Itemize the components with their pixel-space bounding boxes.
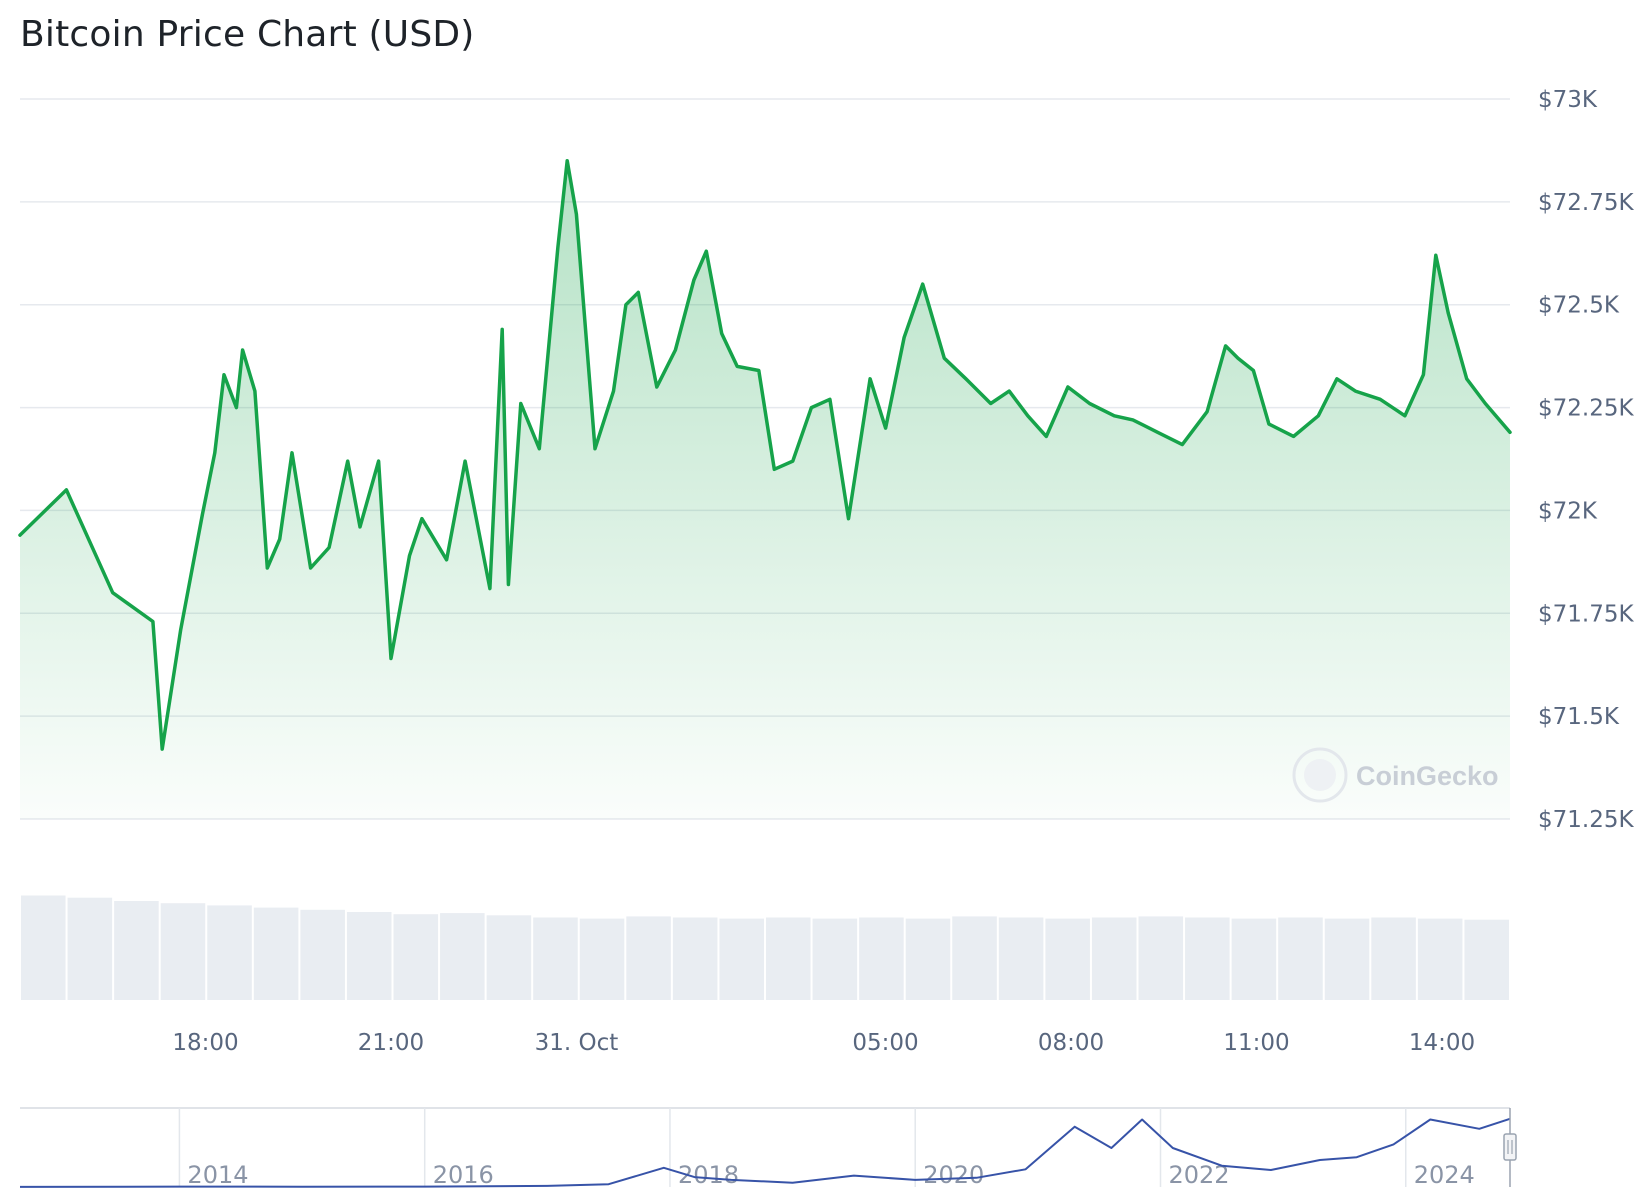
coingecko-logo-icon <box>1292 747 1348 803</box>
volume-bars <box>21 895 1509 1000</box>
y-tick-label: $71.75K <box>1538 601 1634 627</box>
watermark-text: CoinGecko <box>1356 761 1499 791</box>
coingecko-watermark: CoinGecko <box>1292 747 1499 803</box>
x-tick-label: 08:00 <box>1038 1030 1104 1056</box>
volume-bar <box>486 915 532 1000</box>
y-tick-label: $72.75K <box>1538 190 1634 216</box>
volume-bar <box>859 917 904 1000</box>
volume-bar <box>1324 918 1370 1000</box>
navigator[interactable]: 2014 2016 2018 2020 2022 2024 <box>19 1107 1517 1189</box>
volume-bar <box>253 907 299 1000</box>
volume-bar <box>1231 918 1277 1000</box>
navigator-year-label: 2024 <box>1414 1161 1475 1189</box>
y-tick-label: $71.5K <box>1538 704 1620 730</box>
price-line[interactable] <box>18 158 1512 751</box>
x-tick-label: 11:00 <box>1223 1030 1289 1056</box>
volume-bar <box>346 912 392 1000</box>
volume-bar <box>812 918 858 1000</box>
volume-bar <box>1045 918 1090 1000</box>
navigator-line <box>19 1117 1511 1188</box>
x-axis-labels: 18:00 21:00 31. Oct 05:00 08:00 11:00 14:00 <box>172 1030 1475 1056</box>
volume-bar <box>300 909 345 1000</box>
y-tick-label: $73K <box>1538 87 1598 113</box>
x-tick-label: 05:00 <box>852 1030 918 1056</box>
volume-bar <box>160 903 206 1000</box>
price-line-layer <box>18 158 1512 751</box>
volume-bar <box>393 914 439 1000</box>
price-area-fill <box>20 160 1510 819</box>
volume-bar <box>1091 917 1137 1000</box>
y-tick-label: $71.25K <box>1538 807 1634 833</box>
navigator-year-label: 2020 <box>923 1161 984 1189</box>
y-tick-label: $72.25K <box>1538 396 1634 422</box>
coingecko-logo-inner-icon <box>1304 759 1336 791</box>
x-tick-label: 31. Oct <box>535 1030 619 1056</box>
volume-bar <box>1417 918 1463 1000</box>
volume-bar <box>1464 919 1509 1000</box>
volume-bar <box>998 917 1044 1000</box>
y-axis-labels: $71.25K $71.5K $71.75K $72K $72.25K $72.5K $72… <box>1538 87 1634 833</box>
volume-bar <box>1371 917 1416 1000</box>
volume-bar <box>1138 916 1184 1000</box>
volume-bar <box>719 918 764 1000</box>
volume-bar <box>626 916 671 1000</box>
volume-bar <box>952 916 997 1000</box>
x-tick-label: 18:00 <box>172 1030 238 1056</box>
volume-bar <box>533 917 578 1000</box>
volume-bar <box>440 913 485 1000</box>
navigator-handle[interactable] <box>1503 1133 1517 1161</box>
volume-bar <box>672 917 718 1000</box>
y-tick-label: $72.5K <box>1538 293 1620 319</box>
volume-bar <box>766 917 811 1000</box>
y-tick-label: $72K <box>1538 498 1598 524</box>
volume-bar <box>579 918 625 1000</box>
navigator-year-label: 2014 <box>187 1161 248 1189</box>
volume-bar <box>21 895 66 1000</box>
volume-bar <box>905 918 951 1000</box>
volume-bar <box>67 897 113 1000</box>
chart-title: Bitcoin Price Chart (USD) <box>20 14 475 55</box>
volume-bar <box>114 901 159 1000</box>
x-tick-label: 14:00 <box>1409 1030 1475 1056</box>
navigator-year-label: 2016 <box>433 1161 494 1189</box>
price-area <box>20 160 1510 819</box>
volume-bar <box>1185 917 1230 1000</box>
volume-bar <box>1278 917 1323 1000</box>
x-tick-label: 21:00 <box>358 1030 424 1056</box>
volume-bar <box>207 905 252 1000</box>
